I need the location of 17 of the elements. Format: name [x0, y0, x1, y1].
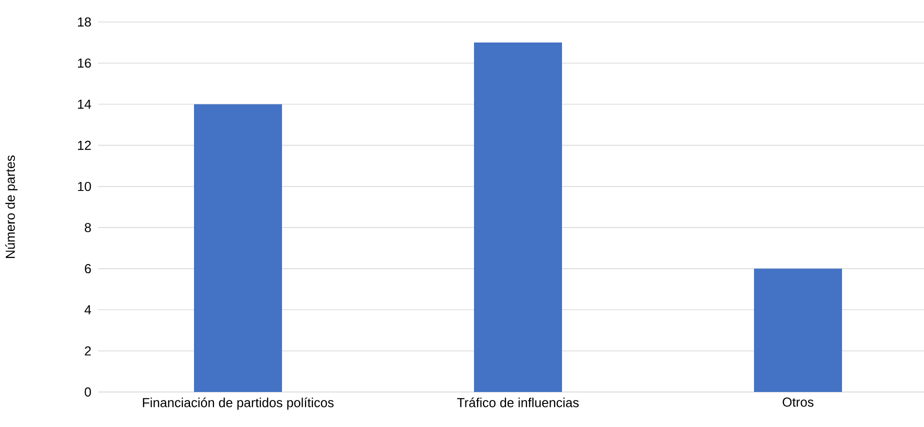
y-tick-label: 18 [78, 17, 91, 27]
y-tick-label: 16 [78, 58, 91, 68]
y-tick-label: 10 [78, 182, 91, 192]
y-tick-label: 0 [84, 387, 91, 397]
bar [194, 104, 282, 392]
y-tick-label: 4 [84, 305, 92, 314]
y-axis-title: Número de partes [5, 155, 18, 258]
y-tick-label: 2 [84, 346, 91, 356]
y-tick-label: 8 [84, 222, 91, 232]
y-tick-label: 12 [78, 140, 91, 150]
x-tick-label: Otros [782, 398, 814, 407]
x-tick-label: Financiación de partidos políticos [142, 398, 334, 410]
y-tick-label: 6 [84, 264, 91, 274]
bar [754, 268, 842, 392]
x-tick-label: Tráfico de influencias [457, 398, 579, 408]
y-tick-label: 14 [78, 100, 92, 109]
bar [474, 42, 562, 392]
